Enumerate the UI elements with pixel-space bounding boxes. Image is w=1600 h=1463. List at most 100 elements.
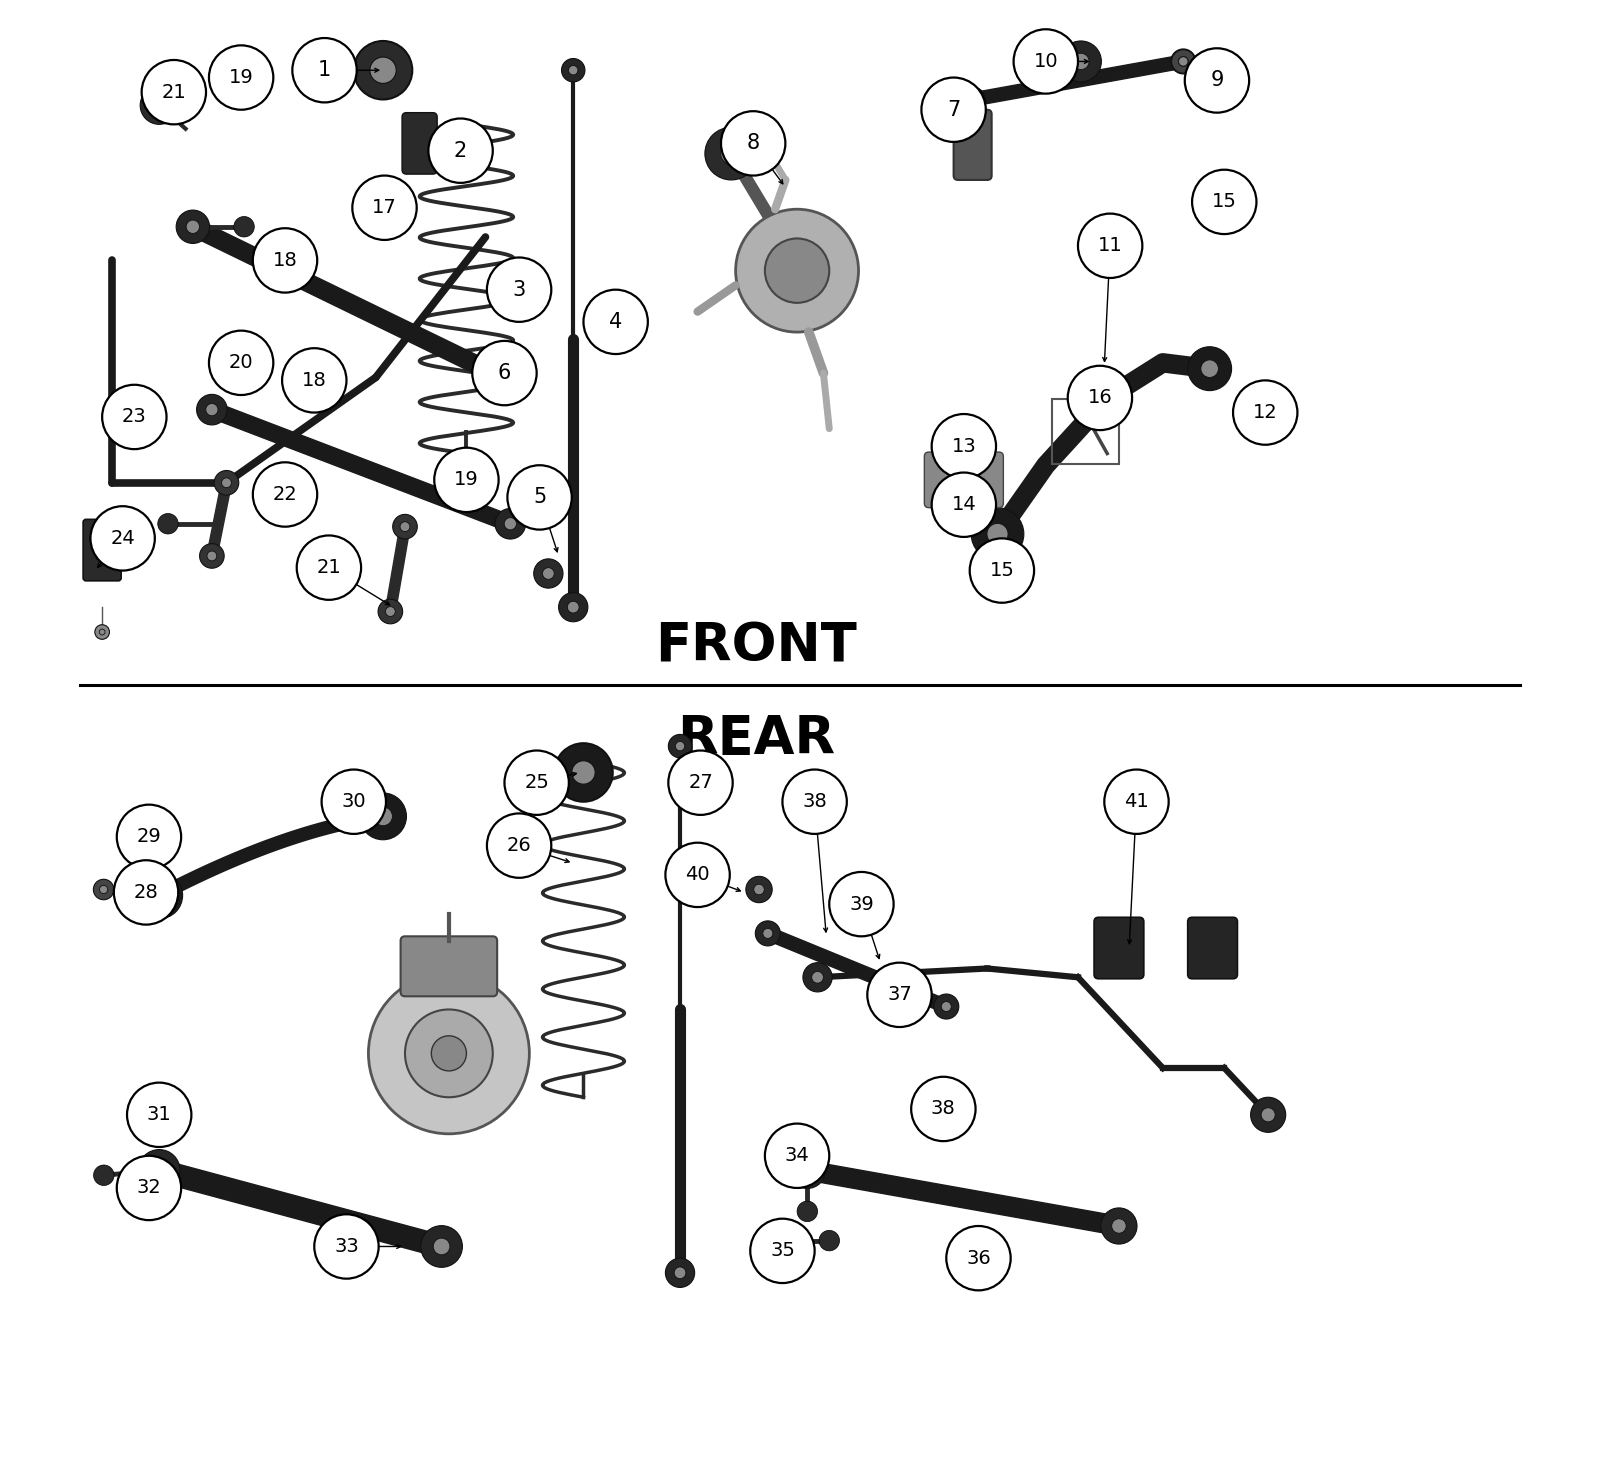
Circle shape: [562, 59, 586, 82]
Circle shape: [811, 971, 824, 983]
Text: 7: 7: [947, 99, 960, 120]
Circle shape: [941, 1002, 952, 1011]
Circle shape: [782, 770, 846, 834]
Circle shape: [1234, 380, 1298, 445]
Circle shape: [360, 793, 406, 840]
Circle shape: [1178, 57, 1189, 66]
Circle shape: [102, 385, 166, 449]
Circle shape: [1171, 50, 1195, 73]
Circle shape: [472, 341, 536, 405]
Circle shape: [141, 86, 178, 124]
Circle shape: [486, 257, 552, 322]
Circle shape: [126, 1083, 192, 1147]
Circle shape: [789, 1153, 826, 1188]
Circle shape: [987, 524, 1008, 544]
Circle shape: [754, 884, 765, 895]
Circle shape: [99, 629, 106, 635]
Circle shape: [800, 1163, 814, 1178]
Circle shape: [534, 559, 563, 588]
Circle shape: [803, 963, 832, 992]
Circle shape: [434, 1238, 450, 1255]
Circle shape: [1104, 770, 1168, 834]
Text: 9: 9: [1210, 70, 1224, 91]
Circle shape: [1261, 1107, 1275, 1122]
Circle shape: [504, 751, 570, 815]
Circle shape: [368, 973, 530, 1134]
Circle shape: [931, 414, 997, 478]
Circle shape: [386, 607, 395, 616]
FancyBboxPatch shape: [485, 347, 509, 385]
Text: 37: 37: [886, 986, 912, 1004]
Circle shape: [720, 143, 742, 164]
Circle shape: [910, 1077, 976, 1141]
Text: 33: 33: [334, 1238, 358, 1255]
Circle shape: [370, 57, 397, 83]
Circle shape: [197, 395, 227, 424]
Text: 4: 4: [610, 312, 622, 332]
Circle shape: [960, 86, 986, 113]
Circle shape: [554, 743, 613, 802]
Circle shape: [922, 78, 986, 142]
Text: 34: 34: [784, 1147, 810, 1165]
Circle shape: [867, 963, 931, 1027]
Text: 3: 3: [512, 279, 526, 300]
FancyBboxPatch shape: [1094, 917, 1144, 979]
Circle shape: [931, 473, 997, 537]
Circle shape: [1096, 402, 1104, 411]
Circle shape: [421, 1226, 462, 1267]
FancyArrow shape: [971, 56, 1184, 105]
Text: 19: 19: [454, 471, 478, 489]
Circle shape: [221, 478, 232, 487]
Circle shape: [970, 538, 1034, 603]
Circle shape: [200, 544, 224, 568]
Text: 40: 40: [685, 866, 710, 884]
Text: 31: 31: [147, 1106, 171, 1124]
Circle shape: [666, 843, 730, 907]
Text: 15: 15: [989, 562, 1014, 579]
Circle shape: [968, 95, 978, 104]
Circle shape: [722, 111, 786, 176]
Circle shape: [1179, 57, 1187, 66]
Circle shape: [142, 60, 206, 124]
Circle shape: [214, 471, 238, 494]
Circle shape: [136, 872, 182, 919]
Circle shape: [1112, 1219, 1126, 1233]
Circle shape: [253, 462, 317, 527]
FancyBboxPatch shape: [400, 936, 498, 996]
Circle shape: [738, 116, 784, 162]
Circle shape: [117, 1156, 181, 1220]
Text: 30: 30: [341, 793, 366, 811]
Text: 2: 2: [454, 140, 467, 161]
Text: 29: 29: [136, 828, 162, 846]
Circle shape: [93, 879, 114, 900]
Text: 18: 18: [272, 252, 298, 269]
Circle shape: [91, 506, 155, 571]
Circle shape: [114, 860, 178, 925]
Circle shape: [206, 404, 218, 415]
Circle shape: [150, 1162, 168, 1179]
Circle shape: [1202, 360, 1219, 377]
Circle shape: [504, 518, 517, 530]
Circle shape: [1171, 48, 1195, 75]
Circle shape: [354, 41, 413, 99]
FancyArrow shape: [157, 1160, 445, 1257]
Circle shape: [206, 552, 216, 560]
Circle shape: [400, 522, 410, 531]
Text: 21: 21: [162, 83, 186, 101]
Circle shape: [1187, 347, 1232, 391]
Circle shape: [374, 808, 392, 825]
Circle shape: [750, 130, 770, 148]
Text: 11: 11: [1098, 237, 1123, 255]
Text: 25: 25: [525, 774, 549, 791]
Text: 38: 38: [931, 1100, 955, 1118]
Text: 14: 14: [952, 496, 976, 514]
Text: 32: 32: [136, 1179, 162, 1197]
Circle shape: [819, 1230, 840, 1251]
Text: 12: 12: [1253, 404, 1278, 421]
Circle shape: [1013, 29, 1078, 94]
Text: 27: 27: [688, 774, 714, 791]
FancyBboxPatch shape: [925, 452, 1003, 508]
Text: 26: 26: [507, 837, 531, 854]
Circle shape: [1198, 187, 1227, 217]
Circle shape: [571, 761, 595, 784]
